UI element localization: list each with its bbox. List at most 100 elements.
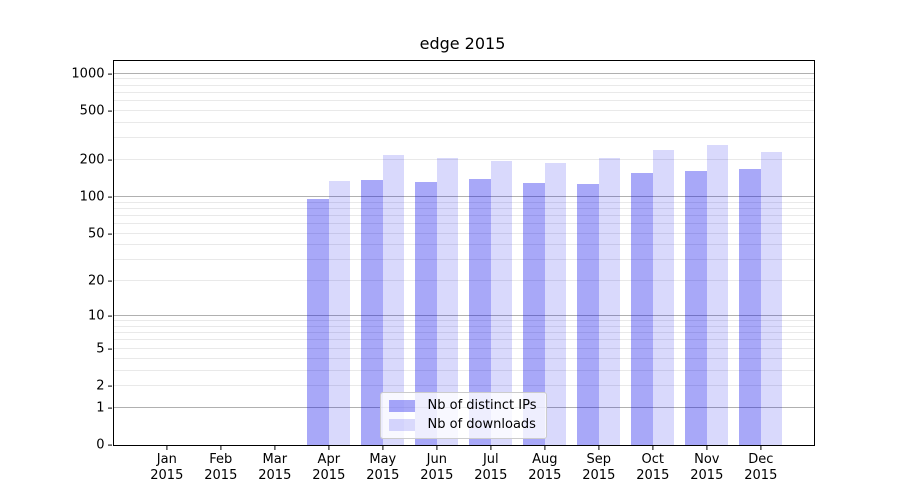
minor-gridline <box>113 259 814 261</box>
legend-item-downloads: Nb of downloads <box>388 417 537 432</box>
x-tick-label: May 2015 <box>366 452 400 483</box>
y-tick-label: 2 <box>96 378 105 394</box>
x-tick-mark <box>274 446 276 451</box>
minor-gridline <box>113 91 814 93</box>
minor-gridline <box>113 159 814 160</box>
x-tick-label: Apr 2015 <box>312 452 346 483</box>
x-tick-mark <box>166 446 168 451</box>
y-tick-mark <box>108 385 113 387</box>
minor-gridline <box>113 332 814 334</box>
minor-gridline <box>113 244 814 246</box>
y-tick-mark <box>108 444 113 446</box>
major-gridline <box>113 72 814 74</box>
x-tick-mark <box>598 446 600 451</box>
legend: Nb of distinct IPs Nb of downloads <box>379 392 548 439</box>
x-tick-mark <box>490 446 492 451</box>
major-gridline <box>113 195 814 197</box>
bar-downloads-aug <box>544 163 567 445</box>
minor-gridline <box>113 121 814 123</box>
bar-downloads-dec <box>760 152 783 445</box>
x-tick-label: Nov 2015 <box>690 452 724 483</box>
x-tick-mark <box>760 446 762 451</box>
bar-distinct-ips-oct <box>631 172 653 445</box>
x-tick-label: Feb 2015 <box>204 452 238 483</box>
x-tick-mark <box>706 446 708 451</box>
bar-downloads-oct <box>652 150 675 445</box>
bar-distinct-ips-nov <box>685 170 707 445</box>
bar-downloads-apr <box>328 181 351 445</box>
bar-downloads-may <box>382 155 405 445</box>
y-tick-mark <box>108 348 113 350</box>
bar-downloads-jul <box>490 160 513 445</box>
legend-swatch-distinct-ips-icon <box>388 400 415 412</box>
bar-downloads-nov <box>706 144 729 445</box>
minor-gridline <box>113 109 814 111</box>
legend-label-downloads: Nb of downloads <box>427 417 536 432</box>
y-tick-mark <box>108 73 113 75</box>
y-tick-label: 200 <box>79 152 105 168</box>
major-gridline <box>113 315 814 317</box>
y-tick-label: 500 <box>79 103 105 119</box>
minor-gridline <box>113 84 814 86</box>
x-tick-label: Dec 2015 <box>744 452 778 483</box>
y-tick-label: 1000 <box>71 66 105 82</box>
bar-distinct-ips-dec <box>739 169 761 445</box>
y-tick-mark <box>108 233 113 235</box>
bar-distinct-ips-apr <box>307 199 329 445</box>
minor-gridline <box>113 320 814 322</box>
x-tick-mark <box>652 446 654 451</box>
minor-gridline <box>113 232 814 234</box>
y-tick-label: 10 <box>87 308 105 324</box>
y-tick-mark <box>108 159 113 161</box>
minor-gridline <box>113 137 814 139</box>
bar-distinct-ips-aug <box>523 182 545 445</box>
bar-downloads-sep <box>598 157 621 445</box>
minor-gridline <box>113 207 814 209</box>
minor-gridline <box>113 384 814 386</box>
plot-area: 0 1 2 5 10 20 50 100 200 500 1000 Jan 2015 Feb 2015 Ma… <box>71 59 815 483</box>
y-tick-mark <box>108 196 113 198</box>
bar-distinct-ips-sep <box>577 183 599 445</box>
x-tick-mark <box>382 446 384 451</box>
minor-gridline <box>113 100 814 102</box>
minor-gridline <box>113 325 814 327</box>
x-tick-mark <box>436 446 438 451</box>
legend-label-distinct-ips: Nb of distinct IPs <box>427 398 537 413</box>
bar-downloads-jun <box>436 157 459 445</box>
minor-gridline <box>113 78 814 80</box>
minor-gridline <box>113 347 814 349</box>
bar-distinct-ips-may <box>361 179 383 445</box>
x-tick-label: Jun 2015 <box>420 452 454 483</box>
x-tick-mark <box>328 446 330 451</box>
legend-item-distinct-ips: Nb of distinct IPs <box>388 398 537 413</box>
chart-title: edge 2015 <box>419 34 506 53</box>
y-tick-label: 50 <box>87 226 105 242</box>
minor-gridline <box>113 339 814 341</box>
minor-gridline <box>113 201 814 203</box>
x-tick-label: Jan 2015 <box>150 452 184 483</box>
legend-swatch-downloads-icon <box>388 419 415 431</box>
y-tick-mark <box>108 110 113 112</box>
x-tick-label: Sep 2015 <box>582 452 616 483</box>
x-tick-mark <box>544 446 546 451</box>
y-tick-label: 100 <box>79 189 105 205</box>
minor-gridline <box>113 223 814 225</box>
y-tick-label: 0 <box>96 437 105 453</box>
y-tick-label: 5 <box>96 341 105 357</box>
bar-distinct-ips-jun <box>415 181 437 445</box>
y-tick-mark <box>108 407 113 409</box>
minor-gridline <box>113 280 814 282</box>
x-tick-label: Jul 2015 <box>474 452 508 483</box>
x-tick-mark <box>220 446 222 451</box>
x-tick-label: Aug 2015 <box>528 452 562 483</box>
minor-gridline <box>113 369 814 371</box>
y-tick-mark <box>108 280 113 282</box>
minor-gridline <box>113 357 814 359</box>
minor-gridline <box>113 214 814 216</box>
y-tick-label: 20 <box>87 273 105 289</box>
x-tick-label: Mar 2015 <box>258 452 292 483</box>
y-tick-mark <box>108 315 113 317</box>
bar-distinct-ips-jul <box>469 178 491 445</box>
x-tick-label: Oct 2015 <box>636 452 670 483</box>
